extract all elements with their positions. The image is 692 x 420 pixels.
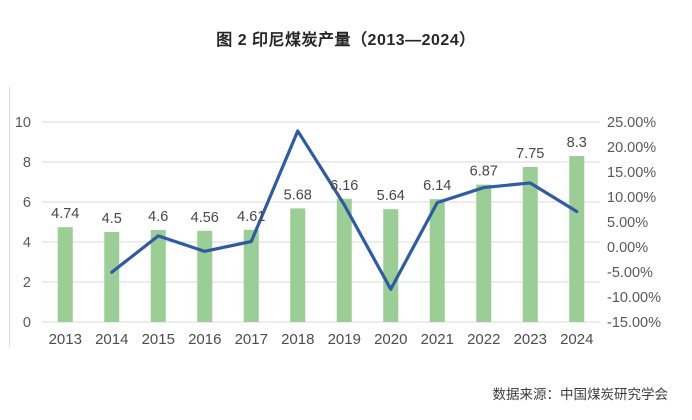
bar-2017 [243, 229, 259, 322]
growth-line [110, 129, 579, 291]
right-axis-tick-label: 25.00% [607, 115, 656, 131]
bar-2021 [429, 199, 445, 322]
bar-2022 [476, 184, 492, 322]
left-axis-tick-label: 0 [23, 315, 31, 331]
left-axis-tick-label: 2 [23, 275, 31, 291]
x-axis-label: 2022 [467, 331, 500, 348]
bar-value-label: 6.87 [470, 164, 498, 180]
x-axis-label: 2024 [560, 331, 593, 348]
bar-value-label: 8.3 [567, 135, 587, 151]
right-axis-tick-label: -10.00% [607, 290, 661, 306]
x-axis-label: 2015 [142, 331, 175, 348]
x-axis-label: 2014 [95, 331, 128, 348]
bar-value-label: 4.56 [191, 210, 219, 226]
bar-value-label: 7.75 [516, 146, 544, 162]
bar-value-label: 6.14 [423, 178, 451, 194]
left-axis-tick-label: 6 [23, 195, 31, 211]
bar-value-label: 4.6 [148, 209, 168, 225]
bar-2016 [197, 230, 213, 322]
bar-value-label: 4.74 [51, 206, 79, 222]
right-axis-tick-label: 5.00% [607, 215, 648, 231]
right-axis-tick-label: 20.00% [607, 140, 656, 156]
bar-2013 [57, 227, 73, 322]
right-axis-tick-label: 0.00% [607, 240, 648, 256]
bar-2024 [569, 156, 585, 322]
bar-value-label: 4.5 [102, 211, 122, 227]
left-axis-tick-label: 10 [15, 115, 31, 131]
bar-2014 [104, 232, 120, 322]
bar-2018 [290, 208, 306, 322]
x-axis-label: 2018 [281, 331, 314, 348]
x-axis-label: 2019 [328, 331, 361, 348]
bar-2019 [336, 198, 352, 322]
x-axis-label: 2016 [188, 331, 221, 348]
x-axis-label: 2023 [514, 331, 547, 348]
x-axis-label: 2020 [374, 331, 407, 348]
x-axis-label: 2021 [421, 331, 454, 348]
data-source-note: 数据来源：中国煤炭研究学会 [492, 387, 669, 402]
left-axis-tick-label: 4 [23, 235, 31, 251]
bar-value-label: 5.68 [284, 187, 312, 203]
bar-2020 [383, 209, 399, 322]
right-axis-tick-label: -5.00% [607, 265, 653, 281]
bar-2023 [522, 167, 538, 322]
bar-value-label: 5.64 [377, 188, 405, 204]
x-axis-label: 2013 [49, 331, 82, 348]
right-axis-tick-label: 15.00% [607, 165, 656, 181]
x-axis-label: 2017 [235, 331, 268, 348]
bar-value-label: 4.61 [237, 209, 265, 225]
right-axis-tick-label: -15.00% [607, 315, 661, 331]
left-axis-tick-label: 8 [23, 155, 31, 171]
bar-2015 [150, 230, 166, 322]
right-axis-tick-label: 10.00% [607, 190, 656, 206]
figure-title: 图 2 印尼煤炭产量（2013—2024） [216, 32, 476, 49]
bar-value-label: 6.16 [330, 178, 358, 194]
